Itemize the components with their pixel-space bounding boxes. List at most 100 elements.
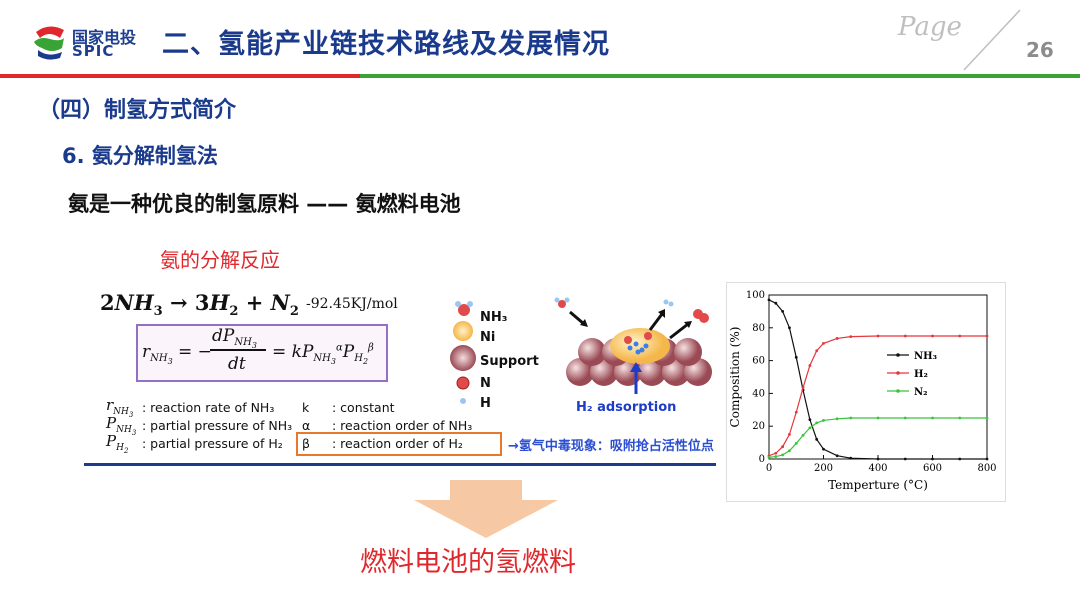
def-desc-beta: : reaction order of H₂ — [332, 436, 463, 451]
rate-equation-box — [136, 324, 388, 382]
reaction-label: 氨的分解反应 — [160, 248, 280, 272]
y-tick-label: 100 — [746, 290, 765, 301]
logo-chinese-text: 国家电投 — [72, 28, 137, 47]
x-tick-label: 800 — [977, 463, 996, 474]
series-point — [801, 433, 805, 437]
section-subtitle: 6. 氨分解制氢法 — [62, 144, 218, 168]
series-point — [808, 418, 812, 422]
series-point — [774, 451, 778, 455]
series-point — [822, 341, 825, 345]
series-point — [903, 416, 907, 420]
series-point — [903, 457, 907, 461]
y-axis-label: Composition (%) — [728, 327, 742, 428]
series-point — [781, 445, 785, 449]
series-point — [822, 447, 825, 451]
series-point — [781, 310, 785, 313]
h-atom-icon — [460, 398, 466, 404]
y-tick-label: 20 — [752, 421, 765, 432]
x-tick-label: 400 — [868, 463, 887, 474]
support-sphere-icon — [450, 345, 476, 371]
series-point — [794, 355, 798, 359]
h2-adsorption-label: H₂ adsorption — [576, 400, 677, 415]
content-heading: 氨是一种优良的制氢原料 —— 氨燃料电池 — [68, 192, 461, 216]
series-point — [794, 410, 798, 414]
x-tick-label: 0 — [766, 463, 772, 474]
series-point — [849, 416, 853, 420]
series-point — [835, 417, 839, 421]
series-point — [808, 364, 812, 367]
section-title: （四）制氢方式简介 — [38, 98, 237, 123]
header-bar-red — [0, 74, 360, 78]
header-bar-green — [360, 74, 1080, 78]
page-divider-slash — [963, 9, 1021, 71]
legend-label-h: H — [480, 396, 491, 411]
page-word: Page — [898, 12, 962, 42]
decomposition-equation: 2NH3 → 3H2 + N2 — [100, 290, 299, 320]
def-desc-k: : constant — [332, 400, 395, 415]
logo-english-text: SPIC — [72, 42, 115, 60]
series-point — [774, 455, 778, 458]
series-line — [768, 417, 987, 458]
def-desc-alpha: : reaction order of NH₃ — [332, 418, 473, 433]
def-symbol-beta: β — [302, 436, 310, 451]
series-point — [788, 449, 791, 453]
x-tick-label: 600 — [923, 463, 942, 474]
y-tick-label: 80 — [752, 323, 765, 334]
legend-label: N₂ — [914, 387, 928, 398]
series-point — [849, 456, 853, 460]
series-point — [876, 416, 880, 420]
series-point — [767, 298, 771, 302]
series-point — [849, 335, 853, 339]
series-point — [815, 349, 819, 353]
series-point — [781, 453, 785, 457]
legend-marker — [896, 371, 900, 375]
x-tick-label: 200 — [814, 463, 833, 474]
series-line — [768, 335, 987, 457]
series-point — [788, 326, 791, 330]
legend-label-support: Support — [480, 354, 539, 369]
series-point — [815, 437, 819, 441]
legend-label-n: N — [480, 376, 491, 391]
hydrogen-poisoning-note: →氢气中毒现象：吸附抢占活性位点 — [508, 439, 714, 454]
def-symbol-ph2: PH2 — [106, 432, 129, 455]
slide-title: 二、氢能产业链技术路线及发展情况 — [162, 29, 610, 60]
series-point — [788, 433, 791, 436]
plot-area-frame — [768, 294, 988, 460]
x-axis-label: Temperture (°C) — [828, 478, 928, 492]
spic-logo-icon — [34, 26, 64, 60]
series-point — [931, 416, 934, 420]
series-point — [958, 457, 962, 461]
reaction-enthalpy: -92.45KJ/mol — [306, 296, 398, 312]
series-point — [815, 421, 819, 425]
n-atom-icon — [456, 376, 470, 390]
def-symbol-k: k — [302, 400, 310, 415]
composition-chart-svg: 0 200 400 600 800 0 20 40 60 80 100 Temperture (°C)… — [728, 290, 997, 492]
legend-label-ni: Ni — [480, 330, 496, 345]
nh3-molecule-icon — [455, 301, 473, 316]
def-desc-ph2: : partial pressure of H₂ — [142, 436, 283, 451]
legend-label: H₂ — [914, 369, 928, 380]
series-point — [985, 334, 989, 338]
series-point — [985, 457, 989, 461]
def-symbol-alpha: α — [302, 418, 311, 433]
series-point — [958, 416, 962, 420]
series-point — [774, 301, 778, 305]
y-tick-label: 0 — [759, 454, 765, 465]
def-desc-pnh3: : partial pressure of NH₃ — [142, 418, 293, 433]
beta-highlight-box — [296, 432, 502, 456]
composition-chart: 0 200 400 600 800 0 20 40 60 80 100 Temperture (°C)… — [726, 282, 1006, 502]
series-point — [876, 457, 880, 461]
legend-marker — [896, 353, 900, 357]
y-tick-label: 40 — [752, 388, 765, 399]
series-line — [768, 299, 987, 460]
series-point — [808, 426, 812, 430]
down-arrow-icon — [414, 480, 558, 538]
catalyst-surface-illustration — [554, 297, 712, 394]
series-point — [958, 334, 962, 338]
legend-marker — [896, 389, 900, 393]
series-point — [835, 454, 839, 458]
series-point — [931, 334, 934, 338]
series-point — [931, 457, 934, 461]
series-point — [835, 337, 839, 340]
series-point — [794, 442, 798, 445]
